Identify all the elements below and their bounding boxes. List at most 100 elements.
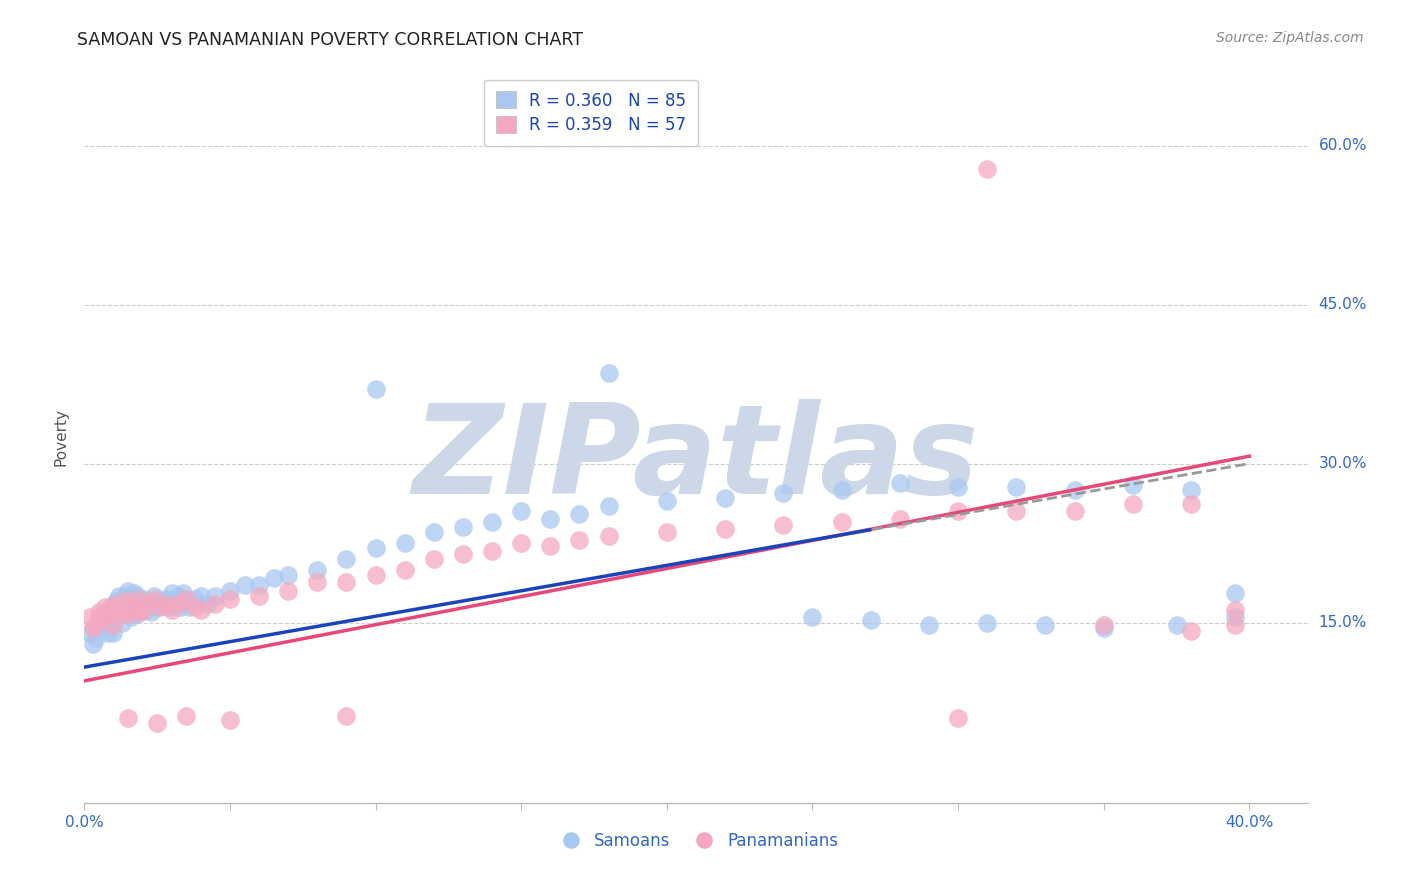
Point bbox=[100, 603, 122, 617]
Point bbox=[219, 592, 242, 607]
Point bbox=[190, 603, 212, 617]
Point bbox=[155, 597, 177, 611]
Point bbox=[87, 621, 110, 635]
Point bbox=[143, 589, 166, 603]
Point bbox=[125, 592, 148, 607]
Point bbox=[481, 543, 503, 558]
Point bbox=[481, 515, 503, 529]
Point bbox=[90, 610, 112, 624]
Point bbox=[946, 711, 969, 725]
Point bbox=[976, 615, 998, 630]
Point bbox=[105, 597, 128, 611]
Point bbox=[1092, 621, 1115, 635]
Point bbox=[111, 615, 134, 630]
Point bbox=[184, 599, 207, 614]
Point bbox=[335, 552, 357, 566]
Point bbox=[166, 589, 188, 603]
Point bbox=[538, 539, 561, 553]
Point bbox=[146, 716, 169, 731]
Point bbox=[169, 599, 191, 614]
Point bbox=[247, 589, 270, 603]
Point bbox=[105, 594, 128, 608]
Point bbox=[143, 592, 166, 607]
Point bbox=[90, 615, 112, 630]
Point bbox=[204, 597, 226, 611]
Point bbox=[157, 599, 180, 614]
Point bbox=[111, 603, 134, 617]
Point bbox=[125, 589, 148, 603]
Point bbox=[103, 599, 125, 614]
Point bbox=[79, 626, 101, 640]
Point bbox=[1005, 504, 1028, 518]
Point bbox=[108, 605, 131, 619]
Point bbox=[976, 161, 998, 176]
Point bbox=[120, 594, 142, 608]
Point bbox=[146, 599, 169, 614]
Point bbox=[97, 626, 120, 640]
Point bbox=[204, 589, 226, 603]
Point bbox=[335, 709, 357, 723]
Point bbox=[117, 711, 139, 725]
Point bbox=[82, 637, 104, 651]
Point bbox=[160, 603, 183, 617]
Point bbox=[423, 525, 446, 540]
Point bbox=[423, 552, 446, 566]
Point bbox=[1223, 603, 1246, 617]
Point bbox=[1063, 483, 1085, 497]
Point bbox=[1180, 497, 1202, 511]
Point bbox=[568, 508, 591, 522]
Point bbox=[1063, 504, 1085, 518]
Point bbox=[155, 592, 177, 607]
Point bbox=[174, 592, 197, 607]
Point bbox=[131, 592, 153, 607]
Text: 45.0%: 45.0% bbox=[1319, 297, 1367, 312]
Point bbox=[277, 567, 299, 582]
Point bbox=[172, 586, 194, 600]
Legend: Samoans, Panamanians: Samoans, Panamanians bbox=[547, 825, 845, 856]
Point bbox=[195, 597, 218, 611]
Point bbox=[364, 541, 387, 556]
Point bbox=[120, 610, 142, 624]
Point bbox=[149, 594, 172, 608]
Point bbox=[117, 605, 139, 619]
Point bbox=[1035, 617, 1057, 632]
Point bbox=[84, 615, 107, 630]
Point bbox=[859, 614, 882, 628]
Point bbox=[946, 480, 969, 494]
Text: SAMOAN VS PANAMANIAN POVERTY CORRELATION CHART: SAMOAN VS PANAMANIAN POVERTY CORRELATION… bbox=[77, 31, 583, 49]
Text: 15.0%: 15.0% bbox=[1319, 615, 1367, 630]
Point bbox=[946, 504, 969, 518]
Point bbox=[364, 383, 387, 397]
Point bbox=[114, 599, 136, 614]
Point bbox=[84, 632, 107, 646]
Point bbox=[108, 607, 131, 621]
Point bbox=[111, 597, 134, 611]
Point bbox=[277, 583, 299, 598]
Point bbox=[190, 589, 212, 603]
Text: Source: ZipAtlas.com: Source: ZipAtlas.com bbox=[1216, 31, 1364, 45]
Point bbox=[219, 583, 242, 598]
Point bbox=[93, 605, 115, 619]
Point bbox=[889, 512, 911, 526]
Point bbox=[655, 493, 678, 508]
Point bbox=[1005, 480, 1028, 494]
Point bbox=[772, 518, 794, 533]
Point bbox=[166, 597, 188, 611]
Point bbox=[772, 486, 794, 500]
Point bbox=[451, 547, 474, 561]
Point bbox=[179, 599, 201, 614]
Point bbox=[120, 597, 142, 611]
Point bbox=[1166, 617, 1188, 632]
Point bbox=[100, 599, 122, 614]
Point bbox=[510, 504, 533, 518]
Point bbox=[79, 610, 101, 624]
Point bbox=[97, 607, 120, 621]
Point bbox=[174, 709, 197, 723]
Point bbox=[117, 607, 139, 621]
Point bbox=[364, 567, 387, 582]
Point bbox=[1180, 483, 1202, 497]
Point bbox=[1122, 477, 1144, 491]
Point bbox=[598, 367, 620, 381]
Point bbox=[131, 603, 153, 617]
Point bbox=[114, 594, 136, 608]
